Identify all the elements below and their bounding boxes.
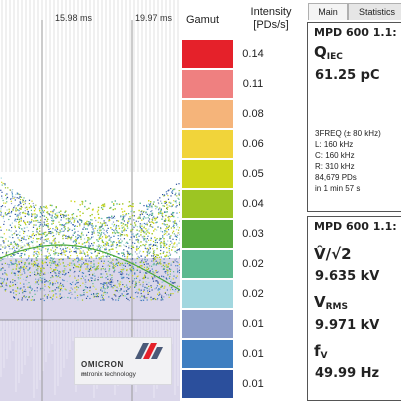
gamut-swatch bbox=[182, 100, 233, 128]
filter-r: R: 310 kHz bbox=[315, 162, 355, 171]
gamut-swatch bbox=[182, 340, 233, 368]
intensity-value: 0.05 bbox=[242, 168, 264, 180]
intensity-value: 0.01 bbox=[242, 318, 264, 330]
filter-l: L: 160 kHz bbox=[315, 140, 354, 149]
frequency-label-main: f bbox=[314, 342, 321, 360]
frequency-label-sub: V bbox=[320, 351, 328, 361]
logo-subtitle: mtronix technology bbox=[81, 371, 136, 378]
intensity-value: 0.04 bbox=[242, 198, 264, 210]
pd-count: 84,679 PDs bbox=[315, 173, 357, 182]
gamut-swatch bbox=[182, 370, 233, 398]
charge-label: QIEC bbox=[314, 43, 343, 62]
intensity-value: 0.03 bbox=[242, 228, 264, 240]
frequency-label: fV bbox=[314, 342, 328, 361]
intensity-title-line2: [PDs/s] bbox=[253, 19, 289, 31]
time-label-1: 15.98 ms bbox=[55, 13, 93, 23]
gamut-swatch bbox=[182, 70, 233, 98]
charge-card-title: MPD 600 1.1: bbox=[314, 26, 397, 39]
intensity-title: Intensity [PDs/s] bbox=[243, 6, 299, 32]
gamut-swatch bbox=[182, 160, 233, 188]
voltage-card: MPD 600 1.1: V̂/√2 9.635 kV VRMS 9.971 k… bbox=[307, 216, 401, 401]
intensity-value: 0.01 bbox=[242, 348, 264, 360]
filter-c: C: 160 kHz bbox=[315, 151, 355, 160]
time-label-2: 19.97 ms bbox=[135, 13, 173, 23]
v-peak-label: V̂/√2 bbox=[314, 245, 352, 263]
charge-label-main: Q bbox=[314, 43, 327, 61]
omicron-logo: OMICRON mtronix technology bbox=[74, 337, 172, 385]
intensity-value: 0.08 bbox=[242, 108, 264, 120]
logo-sub-prefix: m bbox=[81, 371, 87, 378]
logo-sub-rest: tronix technology bbox=[86, 371, 136, 378]
acquisition-time: in 1 min 57 s bbox=[315, 184, 361, 193]
intensity-value: 0.14 bbox=[242, 48, 264, 60]
gamut-swatch bbox=[182, 190, 233, 218]
charge-card: MPD 600 1.1: QIEC 61.25 pC 3FREQ (± 80 k… bbox=[307, 22, 401, 212]
prpd-plot[interactable]: 15.98 ms 19.97 ms OMICRON mtronix techno… bbox=[0, 0, 180, 401]
tab-statistics[interactable]: Statistics bbox=[348, 3, 401, 20]
gamut-title: Gamut bbox=[186, 14, 220, 26]
vrms-label: VRMS bbox=[314, 293, 348, 312]
logo-brand: OMICRON bbox=[81, 360, 124, 369]
gamut-swatch bbox=[182, 40, 233, 68]
gamut-swatch bbox=[182, 250, 233, 278]
intensity-value: 0.02 bbox=[242, 288, 264, 300]
vrms-label-main: V bbox=[314, 293, 326, 311]
vrms-label-sub: RMS bbox=[325, 302, 348, 312]
v-peak-value: 9.635 kV bbox=[315, 269, 380, 284]
charge-label-sub: IEC bbox=[326, 52, 343, 62]
charge-value: 61.25 pC bbox=[315, 68, 380, 83]
intensity-value: 0.02 bbox=[242, 258, 264, 270]
logo-mark-icon bbox=[135, 343, 163, 359]
intensity-value: 0.11 bbox=[242, 78, 264, 90]
gamut-swatch bbox=[182, 310, 233, 338]
frequency-mode: 3FREQ (± 80 kHz) bbox=[315, 129, 381, 138]
voltage-card-title: MPD 600 1.1: bbox=[314, 220, 397, 233]
intensity-value: 0.01 bbox=[242, 378, 264, 390]
tab-main[interactable]: Main bbox=[308, 3, 348, 20]
frequency-value: 49.99 Hz bbox=[315, 366, 380, 381]
intensity-value: 0.06 bbox=[242, 138, 264, 150]
intensity-title-line1: Intensity bbox=[250, 6, 292, 18]
prpd-plot-canvas bbox=[0, 0, 180, 401]
gamut-swatch bbox=[182, 130, 233, 158]
vrms-value: 9.971 kV bbox=[315, 318, 380, 333]
gamut-swatch bbox=[182, 220, 233, 248]
gamut-swatch bbox=[182, 280, 233, 308]
